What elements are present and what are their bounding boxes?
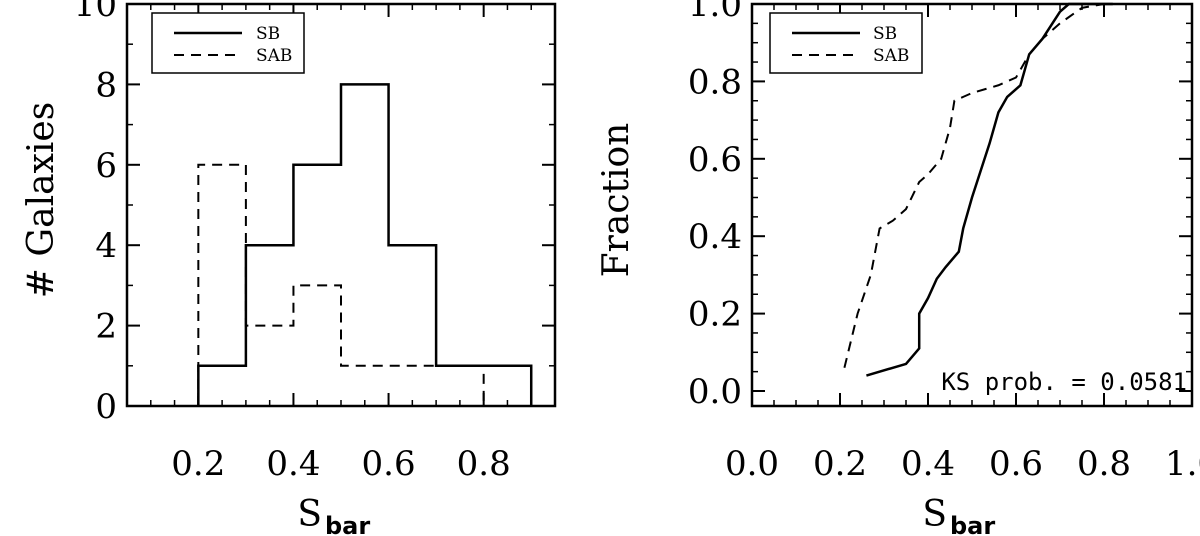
histogram-legend-box bbox=[151, 12, 305, 74]
histogram-series-sb bbox=[197, 83, 533, 406]
histogram-y-axis-title: # Galaxies bbox=[21, 102, 62, 298]
histogram-x-tick-label: 0.4 bbox=[266, 444, 320, 484]
histogram-x-axis-title: S bbox=[297, 494, 322, 535]
cumulative-series-sb bbox=[866, 2, 1113, 377]
cumulative-x-axis-title-subscript: bar bbox=[950, 512, 995, 536]
histogram-series bbox=[197, 83, 533, 406]
ks-probability-annotation: KS prob. = 0.0581 bbox=[941, 368, 1187, 396]
histogram-y-tick-label: 6 bbox=[95, 146, 117, 186]
cumulative-y-tick-label: 0.0 bbox=[688, 372, 742, 412]
cumulative-x-tick-label: 0.2 bbox=[813, 444, 867, 484]
histogram-x-axis-title-subscript: bar bbox=[325, 512, 370, 536]
cumulative-legend-box bbox=[769, 12, 923, 74]
histogram-legend-sb-label: SB bbox=[256, 24, 280, 44]
cumulative-y-axis-title: Fraction bbox=[596, 123, 637, 278]
cumulative-x-tick-label: 0.6 bbox=[989, 444, 1043, 484]
cumulative-y-tick-label: 0.4 bbox=[688, 217, 742, 257]
histogram-y-tick-label: 8 bbox=[95, 65, 117, 105]
histogram-y-tick-label: 0 bbox=[95, 387, 117, 427]
cumulative-x-tick-label: 0.8 bbox=[1077, 444, 1131, 484]
cumulative-y-tick-label: 0.8 bbox=[688, 62, 742, 102]
cumulative-legend-sb-label: SB bbox=[873, 24, 897, 44]
histogram-x-tick-label: 0.2 bbox=[171, 444, 225, 484]
cumulative-tick-labels: 0.0 0.2 0.4 0.6 0.8 1.0 0.0 0.2 0.4 0.6 0.8 1.0 bbox=[688, 0, 1200, 484]
cumulative-legend-sab-label: SAB bbox=[873, 46, 909, 66]
cumulative-y-tick-label: 0.2 bbox=[688, 295, 742, 335]
histogram-y-tick-label: 4 bbox=[95, 226, 117, 266]
histogram-y-tick-label: 2 bbox=[95, 307, 117, 347]
cumulative-x-tick-label: 0.4 bbox=[901, 444, 955, 484]
histogram-series-sab bbox=[197, 163, 485, 406]
cumulative-y-tick-label: 1.0 bbox=[688, 0, 742, 25]
histogram-y-tick-label: 10 bbox=[74, 0, 117, 25]
histogram-x-tick-label: 0.8 bbox=[457, 444, 511, 484]
cumulative-series bbox=[843, 2, 1122, 377]
cumulative-x-tick-label: 0.0 bbox=[725, 444, 779, 484]
histogram-tick-labels: 0.2 0.4 0.6 0.8 0 2 4 6 8 10 bbox=[74, 0, 511, 484]
cumulative-x-tick-label: 1.0 bbox=[1165, 444, 1200, 484]
histogram-legend: SB SAB bbox=[151, 12, 305, 74]
cumulative-x-axis-title: S bbox=[922, 494, 947, 535]
histogram-x-tick-label: 0.6 bbox=[362, 444, 416, 484]
cumulative-panel: 0.0 0.2 0.4 0.6 0.8 1.0 0.0 0.2 0.4 0.6 0.8 1.0 SB … bbox=[596, 0, 1200, 536]
histogram-legend-sab-label: SAB bbox=[256, 46, 292, 66]
cumulative-legend: SB SAB bbox=[769, 12, 923, 74]
cumulative-y-tick-label: 0.6 bbox=[688, 140, 742, 180]
